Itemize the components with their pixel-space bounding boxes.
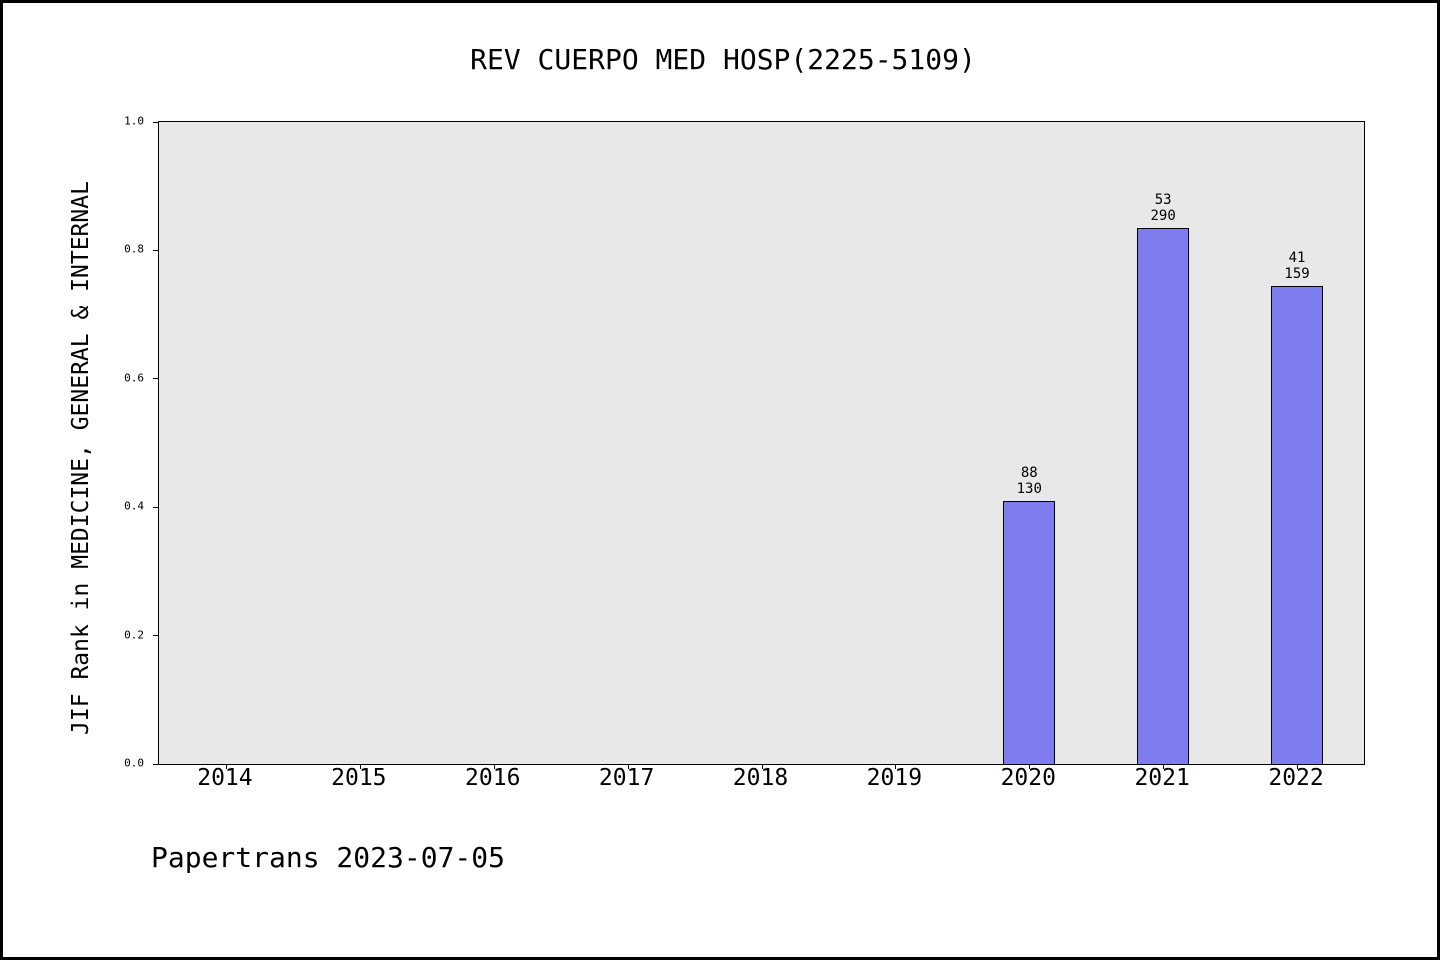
footer-note: Papertrans 2023-07-05 — [151, 841, 506, 874]
x-tick-label-2020: 2020 — [1000, 765, 1056, 791]
y-tick-label: 0.6 — [124, 371, 144, 385]
bar-2022 — [1271, 285, 1324, 764]
bar-label-2021: 53 290 — [1151, 192, 1176, 224]
y-tick-label: 1.0 — [124, 114, 144, 128]
bar-label-line: 290 — [1150, 207, 1176, 224]
x-tick-mark — [1297, 764, 1299, 769]
bar-label-line: 88 — [1020, 464, 1038, 481]
y-tick-mark — [153, 506, 159, 508]
bar-label-line: 130 — [1016, 480, 1042, 497]
y-tick-label: 0.8 — [124, 242, 144, 256]
x-tick-label-2016: 2016 — [465, 765, 521, 791]
bar-2020 — [1003, 500, 1056, 764]
y-tick-mark — [153, 378, 159, 380]
x-tick-mark — [225, 764, 227, 769]
y-tick-mark — [153, 121, 159, 123]
bar-label-2022: 41 159 — [1284, 250, 1309, 282]
bar-2021 — [1137, 227, 1190, 764]
bar-label-2020: 88 130 — [1017, 465, 1042, 497]
plot-area: 88 130 53 290 41 159 — [153, 121, 1365, 769]
x-tick-label-2019: 2019 — [866, 765, 923, 791]
bar-label-line: 41 — [1288, 249, 1306, 266]
x-tick-mark — [359, 764, 361, 769]
y-axis-label: JIF Rank in MEDICINE, GENERAL & INTERNAL — [68, 181, 94, 735]
bar-label-line: 159 — [1284, 265, 1310, 282]
y-tick-mark — [153, 763, 159, 765]
y-tick-label: 0.4 — [124, 499, 144, 513]
x-tick-label-2015: 2015 — [331, 765, 387, 791]
x-tick-mark — [761, 764, 763, 769]
y-tick-label: 0.2 — [124, 628, 144, 642]
y-tick-mark — [153, 249, 159, 251]
chart-title: REV CUERPO MED HOSP(2225-5109) — [470, 43, 976, 76]
x-tick-label-2014: 2014 — [197, 765, 253, 791]
x-tick-mark — [1163, 764, 1165, 769]
y-tick-label: 0.0 — [124, 756, 144, 770]
x-tick-mark — [895, 764, 897, 769]
x-tick-label-2018: 2018 — [732, 765, 789, 791]
y-tick-mark — [153, 635, 159, 637]
bar-label-line: 53 — [1154, 191, 1172, 208]
x-tick-mark — [493, 764, 495, 769]
x-tick-mark — [1029, 764, 1031, 769]
x-tick-mark — [627, 764, 629, 769]
x-tick-label-2021: 2021 — [1134, 765, 1190, 791]
x-tick-label-2022: 2022 — [1268, 765, 1324, 791]
x-tick-label-2017: 2017 — [598, 765, 655, 791]
